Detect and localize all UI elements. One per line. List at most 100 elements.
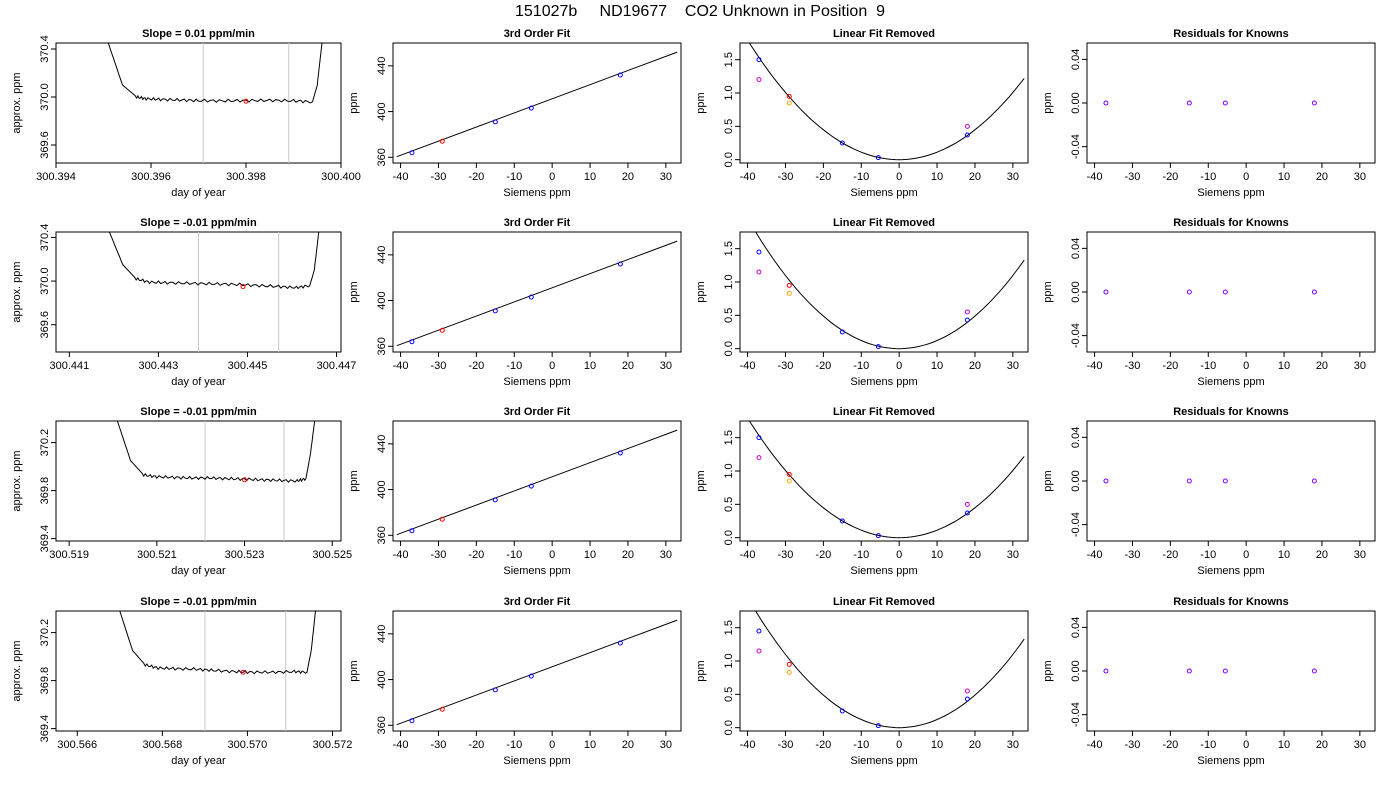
panel-r1c3-xtick-label: 0 (896, 171, 902, 183)
panel-r3c4-xtick-label: 30 (1354, 549, 1366, 561)
panel-r4c2-ytick-label: 360 (376, 716, 388, 734)
panel-r3c4-xtick-label: -10 (1200, 549, 1216, 561)
panel-r4c2-fit-line (396, 619, 678, 726)
panel-r1c2-point (617, 72, 623, 78)
panel-r1c4-point (1311, 100, 1317, 106)
panel-r3c4-xtick-label: 0 (1243, 549, 1249, 561)
panel-r4c2-title: 3rd Order Fit (504, 596, 571, 608)
panel-r2c4-ytick-label: -0.04 (1070, 323, 1082, 348)
panel-r2c4-ytick-label: 0.00 (1070, 281, 1082, 302)
panel-r3c3-title: Linear Fit Removed (833, 406, 935, 418)
panel-r1c4-point (1186, 100, 1192, 106)
panel-r2c4-frame (1086, 231, 1376, 353)
panel-r3c4-point (1103, 478, 1109, 484)
panel-r2c3-xtick-label: -10 (853, 360, 869, 372)
panel-r1c4-xtick-label: -40 (1087, 171, 1103, 183)
panel-r4c3-frame (739, 610, 1029, 732)
panel-r2c3-xtick-label: 20 (969, 360, 981, 372)
panel-r3c2-point (492, 497, 498, 503)
panel-r4c4-point (1311, 668, 1317, 674)
panel-r2c4-ylabel: ppm (1042, 281, 1054, 302)
panel-r3c3-point (964, 510, 970, 516)
panel-r3c4-xtick-label: 10 (1278, 549, 1290, 561)
panel-r4c2-ylabel: ppm (348, 660, 360, 681)
panel-r1c3-point (786, 93, 792, 99)
panel-r4c4-point (1103, 668, 1109, 674)
panel-r3c4-xtick-label: -40 (1087, 549, 1103, 561)
panel-r4c1-ytick-label: 370.2 (39, 619, 51, 647)
panel-r2c3-xlabel: Siemens ppm (850, 376, 917, 388)
panel-r3c1-xtick-label: 300.525 (312, 549, 352, 561)
panel-r1c3-point (756, 57, 762, 63)
panel-r1c1-marker (243, 98, 249, 104)
panel-r1c2-xtick-label: 0 (549, 171, 555, 183)
panel-r2c4-point (1103, 289, 1109, 295)
panel-r2c2-ytick-label: 360 (376, 337, 388, 355)
panel-r4c4-ytick-label: -0.04 (1070, 702, 1082, 727)
panel-r3c4-title: Residuals for Knowns (1173, 406, 1289, 418)
panel-r4c4-xlabel: Siemens ppm (1197, 755, 1264, 767)
panel-r2c2-ylabel: ppm (348, 281, 360, 302)
panel-r4c1-ylabel: approx. ppm (11, 640, 23, 701)
panel-r3c2-xtick-label: 0 (549, 549, 555, 561)
panel-r4c2-point (492, 687, 498, 693)
panel-r4c1-xlabel: day of year (171, 755, 226, 767)
panel-r4c3-ytick-label: 0.0 (723, 720, 735, 735)
panel-r1c3-ytick-label: 1.5 (723, 52, 735, 67)
panel-r2c2-frame (392, 231, 682, 353)
panel-r4c1-plot-area (119, 611, 316, 731)
panel-r1c2-title: 3rd Order Fit (504, 28, 571, 40)
panel-r4c3-ytick-label: 1.5 (723, 620, 735, 635)
panel-r4c3-xtick-label: -10 (853, 739, 869, 751)
panel-r4c4-xtick-label: -40 (1087, 739, 1103, 751)
panel-r1c3-xtick-label: 30 (1007, 171, 1019, 183)
panel-r1c4-ytick-label: 0.04 (1070, 49, 1082, 70)
panel-r3c3-ytick-label: 1.0 (723, 463, 735, 478)
panel-r2c2-xtick-label: -10 (506, 360, 522, 372)
panel-r4c4-ytick-label: 0.00 (1070, 660, 1082, 681)
panel-r3c3-point (839, 518, 845, 524)
panel-r1c2-ytick-label: 360 (376, 148, 388, 166)
panel-r2c1-xtick-label: 300.441 (49, 360, 89, 372)
panel-r2c2-xtick-label: 10 (584, 360, 596, 372)
panel-r1c4-xtick-label: 30 (1354, 171, 1366, 183)
panel-r2c3-xtick-label: 0 (896, 360, 902, 372)
panel-r2c3-plot-area (755, 232, 1025, 350)
panel-r4c4-ytick-label: 0.04 (1070, 617, 1082, 638)
panel-r1c4-ylabel: ppm (1042, 92, 1054, 113)
panel-r4c1-xtick-label: 300.568 (142, 739, 182, 751)
panel-r1c1-xtick-label: 300.400 (321, 171, 361, 183)
panel-r3c1-xtick-label: 300.519 (49, 549, 89, 561)
panel-r4c3-ytick-label: 1.0 (723, 653, 735, 668)
panel-r2c2-xtick-label: 30 (660, 360, 672, 372)
panel-r3c3-xtick-label: 0 (896, 549, 902, 561)
panel-r4c4-xtick-label: 20 (1316, 739, 1328, 751)
panel-r4c3-title: Linear Fit Removed (833, 596, 935, 608)
panel-r2c2-plot-area (396, 240, 678, 347)
panel-r1c4-plot-area (1103, 100, 1317, 106)
panel-r1c2-xtick-label: -20 (468, 171, 484, 183)
panel-r1c1-title: Slope = 0.01 ppm/min (142, 28, 255, 40)
panel-r2c1-ytick-label: 369.6 (39, 311, 51, 339)
panel-r4c3-xtick-label: 20 (969, 739, 981, 751)
panel-r4c3-point (786, 661, 792, 667)
panel-r1c3-plot-area (748, 43, 1025, 161)
panel-r4c2-xtick-label: 20 (622, 739, 634, 751)
panel-r2c2-point (439, 327, 445, 333)
panel-r1c3-xtick-label: -30 (778, 171, 794, 183)
panel-r3c2-point (439, 516, 445, 522)
panel-r2c4-xtick-label: -10 (1200, 360, 1216, 372)
panel-r2c4-point (1186, 289, 1192, 295)
panel-r4c3-point (786, 669, 792, 675)
panel-r4c2-ytick-label: 400 (376, 670, 388, 688)
panel-r4c4-xtick-label: -30 (1125, 739, 1141, 751)
panel-r2c1-xlabel: day of year (171, 376, 226, 388)
panel-r3c1-xtick-label: 300.521 (137, 549, 177, 561)
panel-r2c2-point (528, 294, 534, 300)
panel-r4c3-point (964, 688, 970, 694)
panel-r2c3-point (964, 309, 970, 315)
panel-r1c3-ytick-label: 1.0 (723, 85, 735, 100)
panel-r1c1-frame (55, 42, 342, 164)
panel-r4c3-xtick-label: 30 (1007, 739, 1019, 751)
panel-r3c3-point (964, 501, 970, 507)
